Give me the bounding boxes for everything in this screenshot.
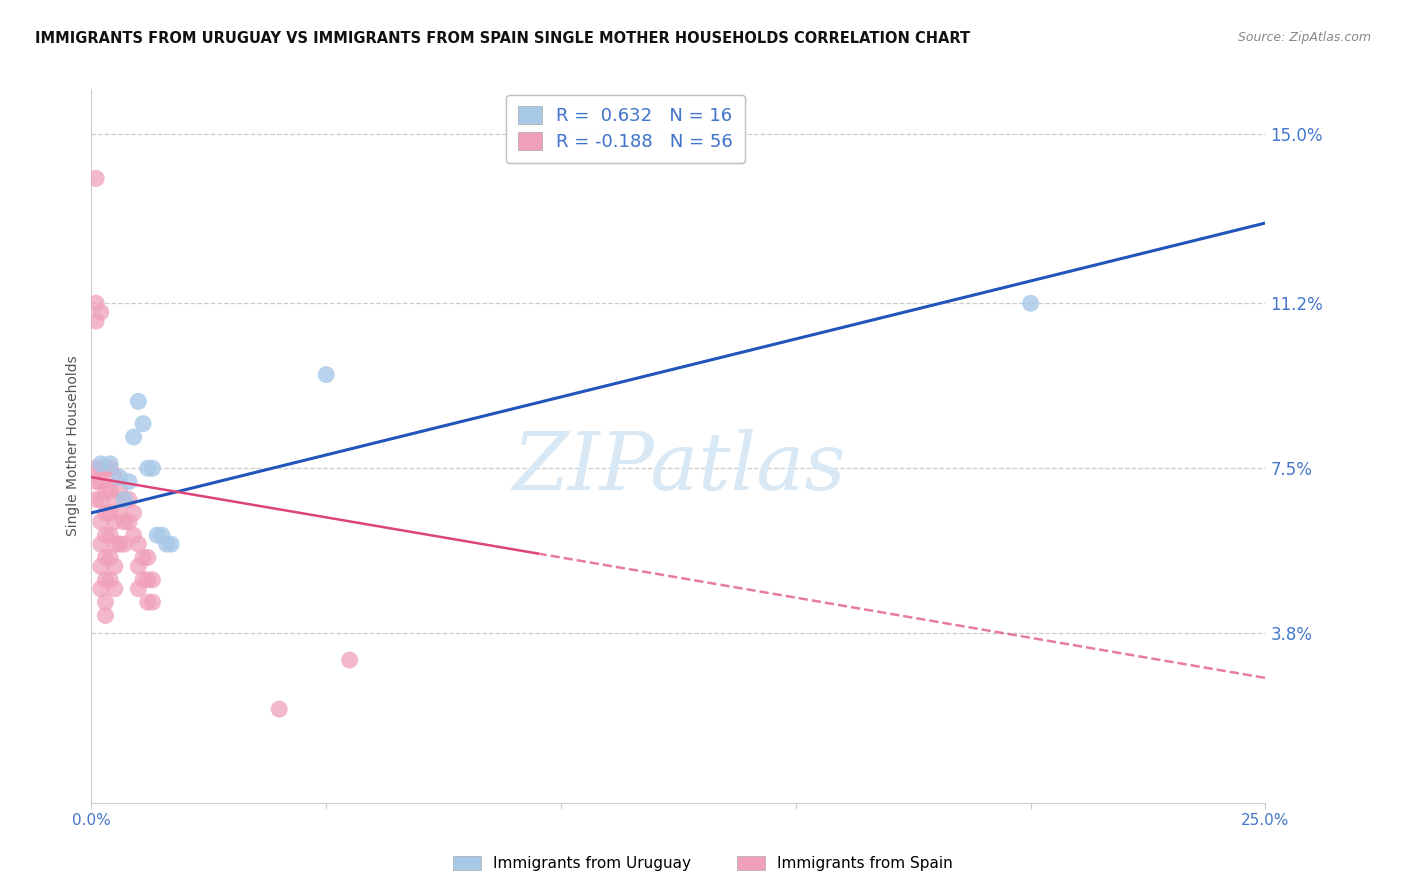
Point: [90, 515, 112, 529]
Point: [90, 537, 112, 551]
Point: [112, 537, 135, 551]
Point: [150, 528, 173, 542]
Point: [1019, 296, 1042, 310]
Point: [132, 417, 155, 431]
Point: [90, 582, 112, 596]
Point: [84, 171, 107, 186]
Point: [112, 515, 135, 529]
Point: [141, 461, 163, 475]
Y-axis label: Single Mother Households: Single Mother Households: [66, 356, 80, 536]
Point: [90, 305, 112, 319]
Point: [94, 550, 117, 565]
Point: [127, 559, 149, 574]
Point: [104, 515, 127, 529]
Point: [118, 475, 141, 489]
Point: [90, 492, 112, 507]
Point: [146, 528, 169, 542]
Point: [122, 528, 145, 542]
Point: [90, 457, 112, 471]
Point: [141, 595, 163, 609]
Point: [118, 492, 141, 507]
Point: [94, 483, 117, 498]
Point: [94, 595, 117, 609]
Point: [155, 537, 177, 551]
Point: [84, 314, 107, 328]
Point: [94, 608, 117, 623]
Point: [127, 394, 149, 409]
Point: [108, 483, 131, 498]
Point: [90, 461, 112, 475]
Point: [90, 559, 112, 574]
Point: [269, 702, 291, 716]
Point: [112, 492, 135, 507]
Point: [127, 537, 149, 551]
Point: [108, 537, 131, 551]
Legend: R =  0.632   N = 16, R = -0.188   N = 56: R = 0.632 N = 16, R = -0.188 N = 56: [506, 95, 745, 163]
Point: [98, 483, 121, 498]
Point: [104, 582, 127, 596]
Point: [127, 582, 149, 596]
Point: [108, 470, 131, 484]
Point: [122, 506, 145, 520]
Point: [90, 475, 112, 489]
Point: [132, 573, 155, 587]
Point: [315, 368, 337, 382]
Text: ZIPatlas: ZIPatlas: [512, 429, 845, 506]
Point: [136, 573, 159, 587]
Point: [118, 515, 141, 529]
Point: [98, 528, 121, 542]
Point: [136, 595, 159, 609]
Point: [94, 506, 117, 520]
Point: [108, 506, 131, 520]
Point: [98, 457, 121, 471]
Point: [112, 492, 135, 507]
Point: [104, 492, 127, 507]
Text: Source: ZipAtlas.com: Source: ZipAtlas.com: [1237, 31, 1371, 45]
Point: [84, 475, 107, 489]
Point: [98, 550, 121, 565]
Point: [84, 461, 107, 475]
Point: [104, 559, 127, 574]
Point: [94, 461, 117, 475]
Legend: Immigrants from Uruguay, Immigrants from Spain: Immigrants from Uruguay, Immigrants from…: [447, 850, 959, 877]
Point: [98, 573, 121, 587]
Point: [84, 492, 107, 507]
Point: [84, 296, 107, 310]
Point: [160, 537, 183, 551]
Point: [132, 550, 155, 565]
Point: [122, 430, 145, 444]
Point: [136, 550, 159, 565]
Text: IMMIGRANTS FROM URUGUAY VS IMMIGRANTS FROM SPAIN SINGLE MOTHER HOUSEHOLDS CORREL: IMMIGRANTS FROM URUGUAY VS IMMIGRANTS FR…: [35, 31, 970, 46]
Point: [136, 461, 159, 475]
Point: [98, 506, 121, 520]
Point: [98, 461, 121, 475]
Point: [104, 470, 127, 484]
Point: [94, 528, 117, 542]
Point: [141, 573, 163, 587]
Point: [104, 537, 127, 551]
Point: [94, 573, 117, 587]
Point: [339, 653, 361, 667]
